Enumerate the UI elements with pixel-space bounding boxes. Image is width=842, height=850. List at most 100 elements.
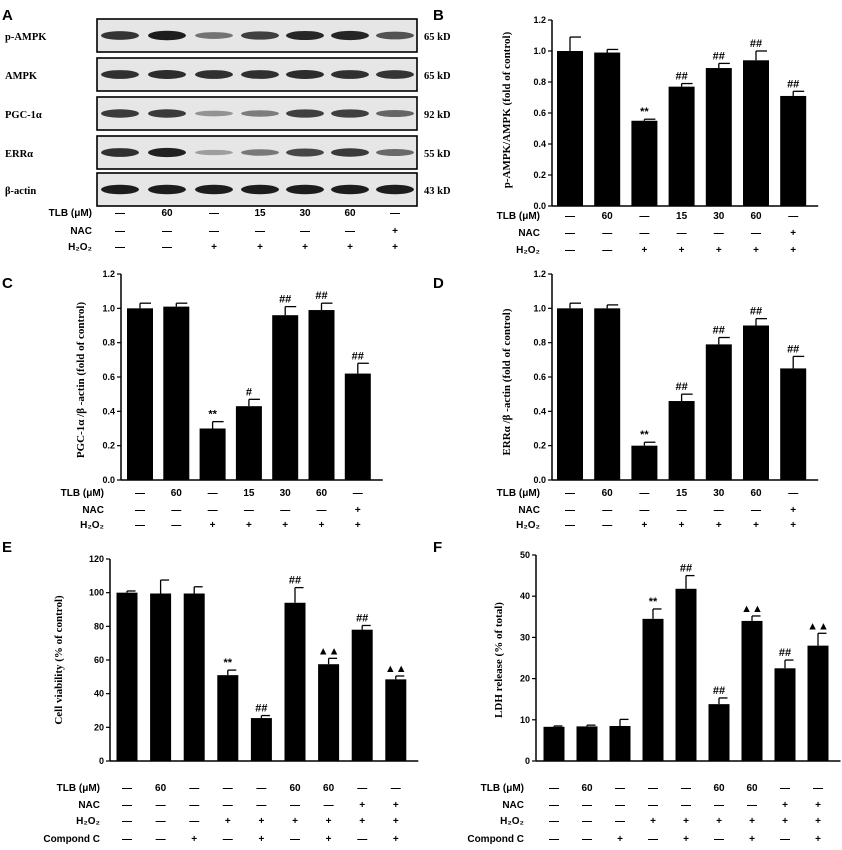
blot-condition-value: +	[347, 242, 353, 253]
significance-mark: ##	[779, 647, 791, 659]
condition-label: TLB (μM)	[497, 488, 540, 499]
condition-label: TLB (μM)	[481, 783, 524, 794]
blot-condition-value: —	[209, 208, 219, 219]
significance-mark: **	[640, 429, 649, 441]
condition-value: —	[223, 800, 233, 811]
significance-mark: ##	[680, 563, 692, 575]
blot-condition-value: —	[300, 226, 310, 237]
condition-value: +	[393, 800, 399, 811]
blot-kd-label: 92 kD	[424, 110, 451, 121]
bar	[705, 344, 732, 480]
condition-value: —	[256, 783, 266, 794]
condition-value: —	[171, 520, 181, 531]
y-tick-label: 20	[94, 722, 104, 732]
condition-value: —	[714, 505, 724, 516]
condition-value: 60	[602, 211, 614, 222]
condition-value: 60	[323, 783, 335, 794]
significance-mark: ##	[675, 71, 687, 83]
blot-band	[148, 70, 186, 79]
blot-band	[195, 184, 233, 195]
y-tick-label: 1.2	[533, 269, 546, 279]
y-tick-label: 0.4	[102, 406, 115, 416]
condition-label: NAC	[78, 800, 100, 811]
condition-value: —	[615, 816, 625, 827]
blot-condition-value: —	[162, 226, 172, 237]
condition-value: 15	[243, 488, 255, 499]
significance-mark: **	[224, 657, 233, 669]
condition-value: —	[189, 783, 199, 794]
y-tick-label: 0.2	[533, 170, 546, 180]
condition-value: +	[641, 520, 647, 531]
condition-label: TLB (μM)	[61, 488, 104, 499]
significance-mark: **	[640, 106, 649, 118]
y-axis-label: LDH release (% of total)	[493, 602, 505, 718]
bar	[774, 668, 796, 761]
condition-value: —	[549, 783, 559, 794]
bar	[217, 675, 239, 761]
blot-band	[241, 149, 279, 156]
blot-band	[101, 31, 139, 40]
condition-value: +	[191, 834, 197, 845]
blot-condition-value: —	[255, 226, 265, 237]
condition-value: —	[208, 488, 218, 499]
condition-value: +	[815, 834, 821, 845]
blot-band	[331, 30, 369, 41]
significance-mark: ##	[356, 612, 368, 624]
condition-value: —	[317, 505, 327, 516]
significance-mark: ##	[279, 294, 291, 306]
blot-protein-label: p-AMPK	[5, 32, 47, 43]
condition-value: +	[359, 816, 365, 827]
bar	[250, 718, 272, 761]
bar	[743, 60, 769, 206]
blot-protein-label: ERRα	[5, 149, 33, 160]
y-tick-label: 0.6	[533, 108, 546, 118]
condition-value: —	[122, 816, 132, 827]
condition-value: +	[716, 245, 722, 256]
blot-condition-value: +	[392, 226, 398, 237]
panel-label-a: A	[2, 7, 13, 24]
y-tick-label: 1.2	[102, 269, 115, 279]
condition-value: —	[714, 228, 724, 239]
condition-value: —	[353, 488, 363, 499]
condition-value: 60	[713, 783, 725, 794]
blot-protein-label: β-actin	[5, 186, 36, 197]
condition-value: +	[326, 816, 332, 827]
condition-value: —	[357, 834, 367, 845]
condition-value: —	[256, 800, 266, 811]
condition-value: —	[565, 505, 575, 516]
condition-value: —	[549, 834, 559, 845]
blot-band	[241, 110, 279, 117]
y-tick-label: 1.2	[533, 15, 546, 25]
condition-value: +	[225, 816, 231, 827]
bar	[385, 679, 407, 761]
blot-band	[376, 109, 414, 118]
condition-value: +	[650, 816, 656, 827]
condition-value: 60	[289, 783, 301, 794]
blot-condition-value: 15	[254, 208, 266, 219]
y-tick-label: 1.0	[533, 303, 546, 313]
significance-mark: ##	[787, 78, 799, 90]
significance-mark: ▲▲	[318, 645, 340, 657]
condition-label: NAC	[518, 505, 540, 516]
condition-label: Compond C	[43, 834, 100, 845]
condition-value: +	[393, 834, 399, 845]
significance-mark: ##	[787, 343, 799, 355]
condition-value: +	[790, 228, 796, 239]
y-tick-label: 100	[89, 588, 104, 598]
blot-condition-label: TLB (μM)	[49, 208, 92, 219]
significance-mark: ##	[713, 685, 725, 697]
blot-band	[286, 30, 324, 41]
y-tick-label: 0.8	[102, 338, 115, 348]
condition-value: 60	[316, 488, 328, 499]
blot-band	[286, 109, 324, 118]
blot-condition-value: —	[390, 208, 400, 219]
condition-value: 60	[750, 211, 762, 222]
blot-band	[101, 70, 139, 79]
condition-value: —	[648, 834, 658, 845]
y-axis-label: PGC-1α /β -actin (fold of control)	[75, 302, 87, 459]
condition-value: —	[156, 800, 166, 811]
condition-value: +	[246, 520, 252, 531]
significance-mark: ##	[750, 38, 762, 50]
bar	[557, 51, 583, 206]
